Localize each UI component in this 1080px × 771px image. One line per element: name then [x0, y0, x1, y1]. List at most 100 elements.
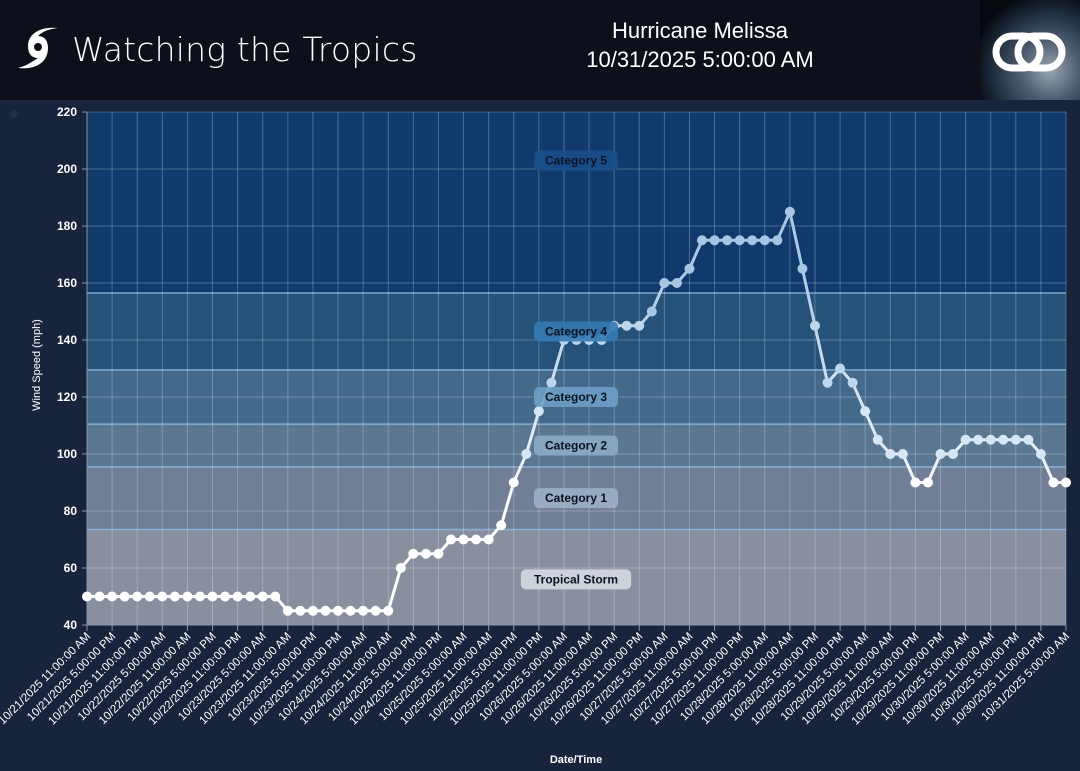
band-label-bg [534, 321, 618, 342]
data-point [985, 434, 996, 445]
hurricane-icon [18, 24, 58, 75]
header: Watching the Tropics Hurricane Melissa 1… [0, 0, 1080, 100]
data-point [94, 591, 105, 602]
data-point [508, 477, 519, 488]
data-point [1010, 434, 1021, 445]
data-point [333, 605, 344, 616]
band-label: Tropical Storm [534, 572, 618, 586]
data-point [722, 235, 733, 246]
data-point [107, 591, 118, 602]
data-point [759, 235, 770, 246]
data-point [822, 377, 833, 388]
data-point [872, 434, 883, 445]
band-category-5 [87, 112, 1066, 293]
data-point [797, 263, 808, 274]
y-tick-label: 220 [57, 105, 77, 119]
data-point [282, 605, 293, 616]
data-point [433, 548, 444, 559]
data-point [1048, 477, 1059, 488]
band-label: Category 3 [545, 390, 607, 404]
data-point [420, 548, 431, 559]
storm-name: Hurricane Melissa [611, 18, 789, 43]
y-tick-label: 140 [57, 333, 77, 347]
data-point [295, 605, 306, 616]
data-point [458, 534, 469, 545]
logo-dd-icon [992, 32, 1066, 72]
data-point [546, 377, 557, 388]
data-point [998, 434, 1009, 445]
band-label-bg [520, 569, 632, 590]
data-point [345, 605, 356, 616]
data-point [408, 548, 419, 559]
data-point [809, 320, 820, 331]
data-point [646, 306, 657, 317]
data-point [182, 591, 193, 602]
data-point [734, 235, 745, 246]
y-tick-label: 120 [57, 390, 77, 404]
y-tick-label: 80 [64, 504, 78, 518]
data-point [747, 235, 758, 246]
data-point [169, 591, 180, 602]
data-point [395, 563, 406, 573]
site-title: Watching the Tropics [72, 30, 418, 69]
data-point [1061, 477, 1071, 488]
data-point [307, 605, 318, 616]
data-point [358, 605, 369, 616]
data-point [383, 605, 394, 616]
data-point [935, 449, 946, 459]
data-point [835, 363, 846, 374]
data-point [144, 591, 155, 602]
y-tick-label: 160 [57, 276, 77, 290]
data-point [860, 406, 871, 417]
data-point [1035, 449, 1046, 459]
data-point [847, 377, 858, 388]
decorative-dot [10, 110, 18, 118]
logo[interactable] [980, 0, 1080, 100]
data-point [634, 320, 645, 331]
data-point [885, 449, 896, 459]
band-label-bg [534, 488, 618, 509]
data-point [370, 605, 381, 616]
data-point [194, 591, 205, 602]
data-point [245, 591, 256, 602]
band-label: Category 1 [545, 491, 607, 505]
data-point [257, 591, 268, 602]
x-axis-label: Date/Time [550, 754, 602, 766]
y-tick-label: 200 [57, 162, 77, 176]
brand[interactable]: Watching the Tropics [18, 24, 418, 75]
band-label: Category 4 [545, 324, 607, 338]
band-label: Category 5 [545, 153, 607, 167]
data-point [697, 235, 708, 246]
data-point [897, 449, 908, 459]
data-point [207, 591, 218, 602]
data-point [270, 591, 281, 602]
data-point [948, 449, 959, 459]
band-label-bg [534, 150, 618, 171]
data-point [960, 434, 971, 445]
y-tick-label: 40 [64, 618, 78, 632]
data-point [320, 605, 331, 616]
y-tick-label: 100 [57, 447, 77, 461]
storm-timestamp: 10/31/2025 5:00:00 AM [586, 47, 814, 72]
band-label: Category 2 [545, 438, 607, 452]
data-point [684, 263, 695, 274]
storm-info: Hurricane Melissa 10/31/2025 5:00:00 AM [520, 16, 880, 74]
data-point [132, 591, 143, 602]
data-point [483, 534, 494, 545]
y-axis-label: Wind Speed (mph) [31, 319, 43, 411]
data-point [910, 477, 921, 488]
data-point [496, 520, 507, 531]
data-point [119, 591, 130, 602]
band-label-bg [534, 387, 618, 407]
data-point [445, 534, 456, 545]
data-point [772, 235, 783, 246]
data-point [1023, 434, 1034, 445]
data-point [521, 449, 532, 459]
data-point [157, 591, 168, 602]
data-point [659, 278, 670, 288]
data-point [784, 206, 795, 217]
band-label-bg [534, 435, 618, 456]
y-tick-label: 60 [64, 561, 78, 575]
data-point [82, 591, 92, 602]
